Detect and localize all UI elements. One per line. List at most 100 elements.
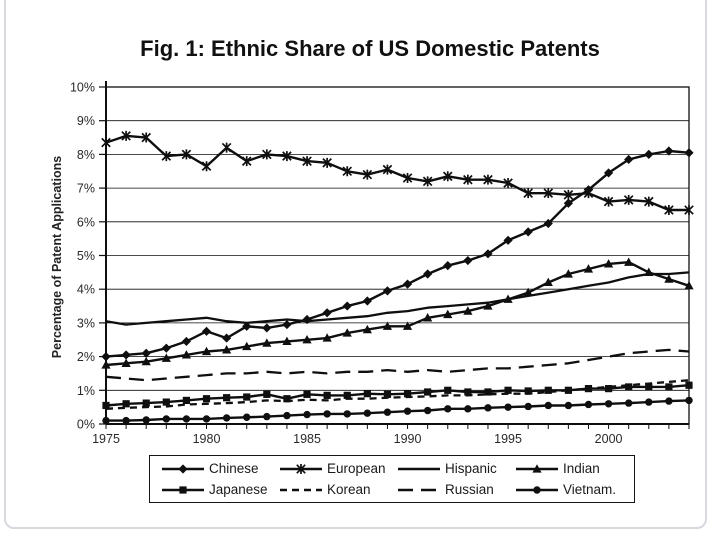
series-vietnam [102, 396, 693, 425]
series-vietnam-marker [584, 400, 593, 409]
series-chinese-marker [141, 348, 151, 358]
series-european-marker [623, 194, 634, 205]
y-tick-label: 10% [70, 81, 95, 95]
series-indian-marker [141, 356, 151, 366]
hispanic-line-sample-icon [398, 467, 440, 470]
y-tick-label: 3% [77, 316, 95, 330]
series-vietnam-marker [343, 410, 351, 418]
series-european-marker [543, 188, 554, 199]
series-chinese-marker [342, 301, 352, 311]
series-vietnam-marker [243, 413, 251, 421]
x-tick-label: 2000 [595, 432, 623, 446]
series-japanese-marker [403, 390, 412, 398]
series-chinese-marker [563, 198, 573, 208]
x-tick-label: 1995 [494, 432, 522, 446]
legend-label-european: European [327, 461, 386, 476]
series-vietnam-marker [383, 408, 392, 416]
series-european [101, 130, 694, 216]
series-korean [105, 379, 690, 410]
legend-label-japanese: Japanese [209, 482, 268, 497]
series-japanese-marker [303, 390, 311, 398]
series-chinese-marker [543, 218, 553, 229]
series-indian-marker [121, 358, 131, 367]
chart-legend: Chinese European Hispanic Indian Japanese Kor… [149, 455, 635, 503]
series-japanese-marker [484, 388, 492, 396]
legend-item-hispanic: Hispanic [396, 458, 514, 479]
legend-label-korean: Korean [327, 482, 371, 497]
series-european-marker [563, 189, 574, 200]
series-european-marker [141, 132, 152, 143]
series-chinese-marker [644, 149, 654, 159]
series-indian-marker [603, 259, 614, 268]
series-european-marker [241, 156, 252, 167]
series-line-european [105, 134, 689, 212]
series-japanese-marker [504, 386, 512, 394]
series-line-russian [105, 348, 690, 382]
series-chinese-marker [322, 308, 332, 318]
series-indian-marker [402, 321, 413, 330]
series-indian [101, 257, 694, 369]
series-indian-marker [362, 324, 372, 334]
series-japanese-marker [102, 401, 110, 410]
series-european-marker [362, 169, 373, 180]
chart-title: Fig. 1: Ethnic Share of US Domestic Pate… [140, 36, 600, 61]
series-japanese-marker [524, 387, 532, 395]
series-european-marker [583, 188, 594, 199]
legend-item-european: European [278, 458, 396, 479]
series-vietnam-marker [283, 411, 291, 420]
series-european-marker [201, 161, 212, 172]
series-line-indian [105, 261, 690, 367]
legend-european-marker [296, 463, 306, 474]
series-japanese-marker [464, 388, 472, 396]
series-chinese-marker [463, 255, 473, 266]
y-tick-label: 8% [77, 148, 95, 162]
series-vietnam-marker [484, 404, 492, 412]
series-vietnam-marker [122, 416, 130, 425]
series-japanese-marker [645, 383, 653, 391]
series-indian-marker [382, 321, 393, 330]
series-chinese-marker [423, 269, 433, 279]
legend-label-vietnam: Vietnam. [563, 482, 617, 497]
legend-item-vietnam: Vietnam. [514, 479, 632, 500]
legend-item-japanese: Japanese [160, 479, 278, 500]
series-japanese-marker [283, 395, 291, 403]
series-european-marker [463, 174, 473, 185]
series-vietnam-marker [464, 405, 472, 413]
series-russian [105, 348, 690, 382]
legend-label-chinese: Chinese [209, 461, 259, 476]
series-european-marker [442, 171, 453, 182]
series-indian-marker [503, 294, 513, 303]
series-chinese-marker [181, 336, 192, 347]
series-european-marker [664, 205, 674, 216]
y-tick-label: 7% [77, 182, 95, 196]
series-european-marker [302, 156, 312, 167]
series-chinese-marker [483, 249, 493, 259]
series-indian-marker [443, 309, 453, 319]
series-indian-marker [563, 269, 573, 278]
series-indian-marker [262, 338, 272, 347]
series-european-marker [402, 172, 413, 183]
series-vietnam-marker [142, 416, 150, 424]
x-tick-label: 1990 [394, 432, 422, 446]
legend-label-indian: Indian [563, 461, 600, 476]
series-japanese-marker [202, 395, 211, 403]
legend-chinese-marker [178, 463, 188, 474]
series-chinese-marker [242, 321, 252, 331]
series-vietnam-marker [182, 415, 191, 423]
series-european-marker [262, 149, 272, 160]
series-chinese-marker [684, 148, 694, 158]
korean-line-sample-icon [280, 488, 322, 491]
series-japanese-marker [544, 386, 552, 394]
series-chinese-marker [101, 352, 111, 362]
series-vietnam-marker [524, 402, 532, 411]
series-indian-marker [282, 336, 292, 346]
legend-vietnam-marker [533, 485, 541, 494]
series-indian-marker [423, 313, 433, 322]
series-chinese-marker [201, 326, 212, 336]
y-tick-label: 1% [77, 384, 95, 398]
x-tick-label: 1985 [293, 432, 321, 446]
series-vietnam-marker [624, 399, 633, 407]
series-japanese-marker [564, 386, 572, 394]
series-european-marker [382, 164, 393, 175]
series-indian-marker [684, 281, 694, 290]
